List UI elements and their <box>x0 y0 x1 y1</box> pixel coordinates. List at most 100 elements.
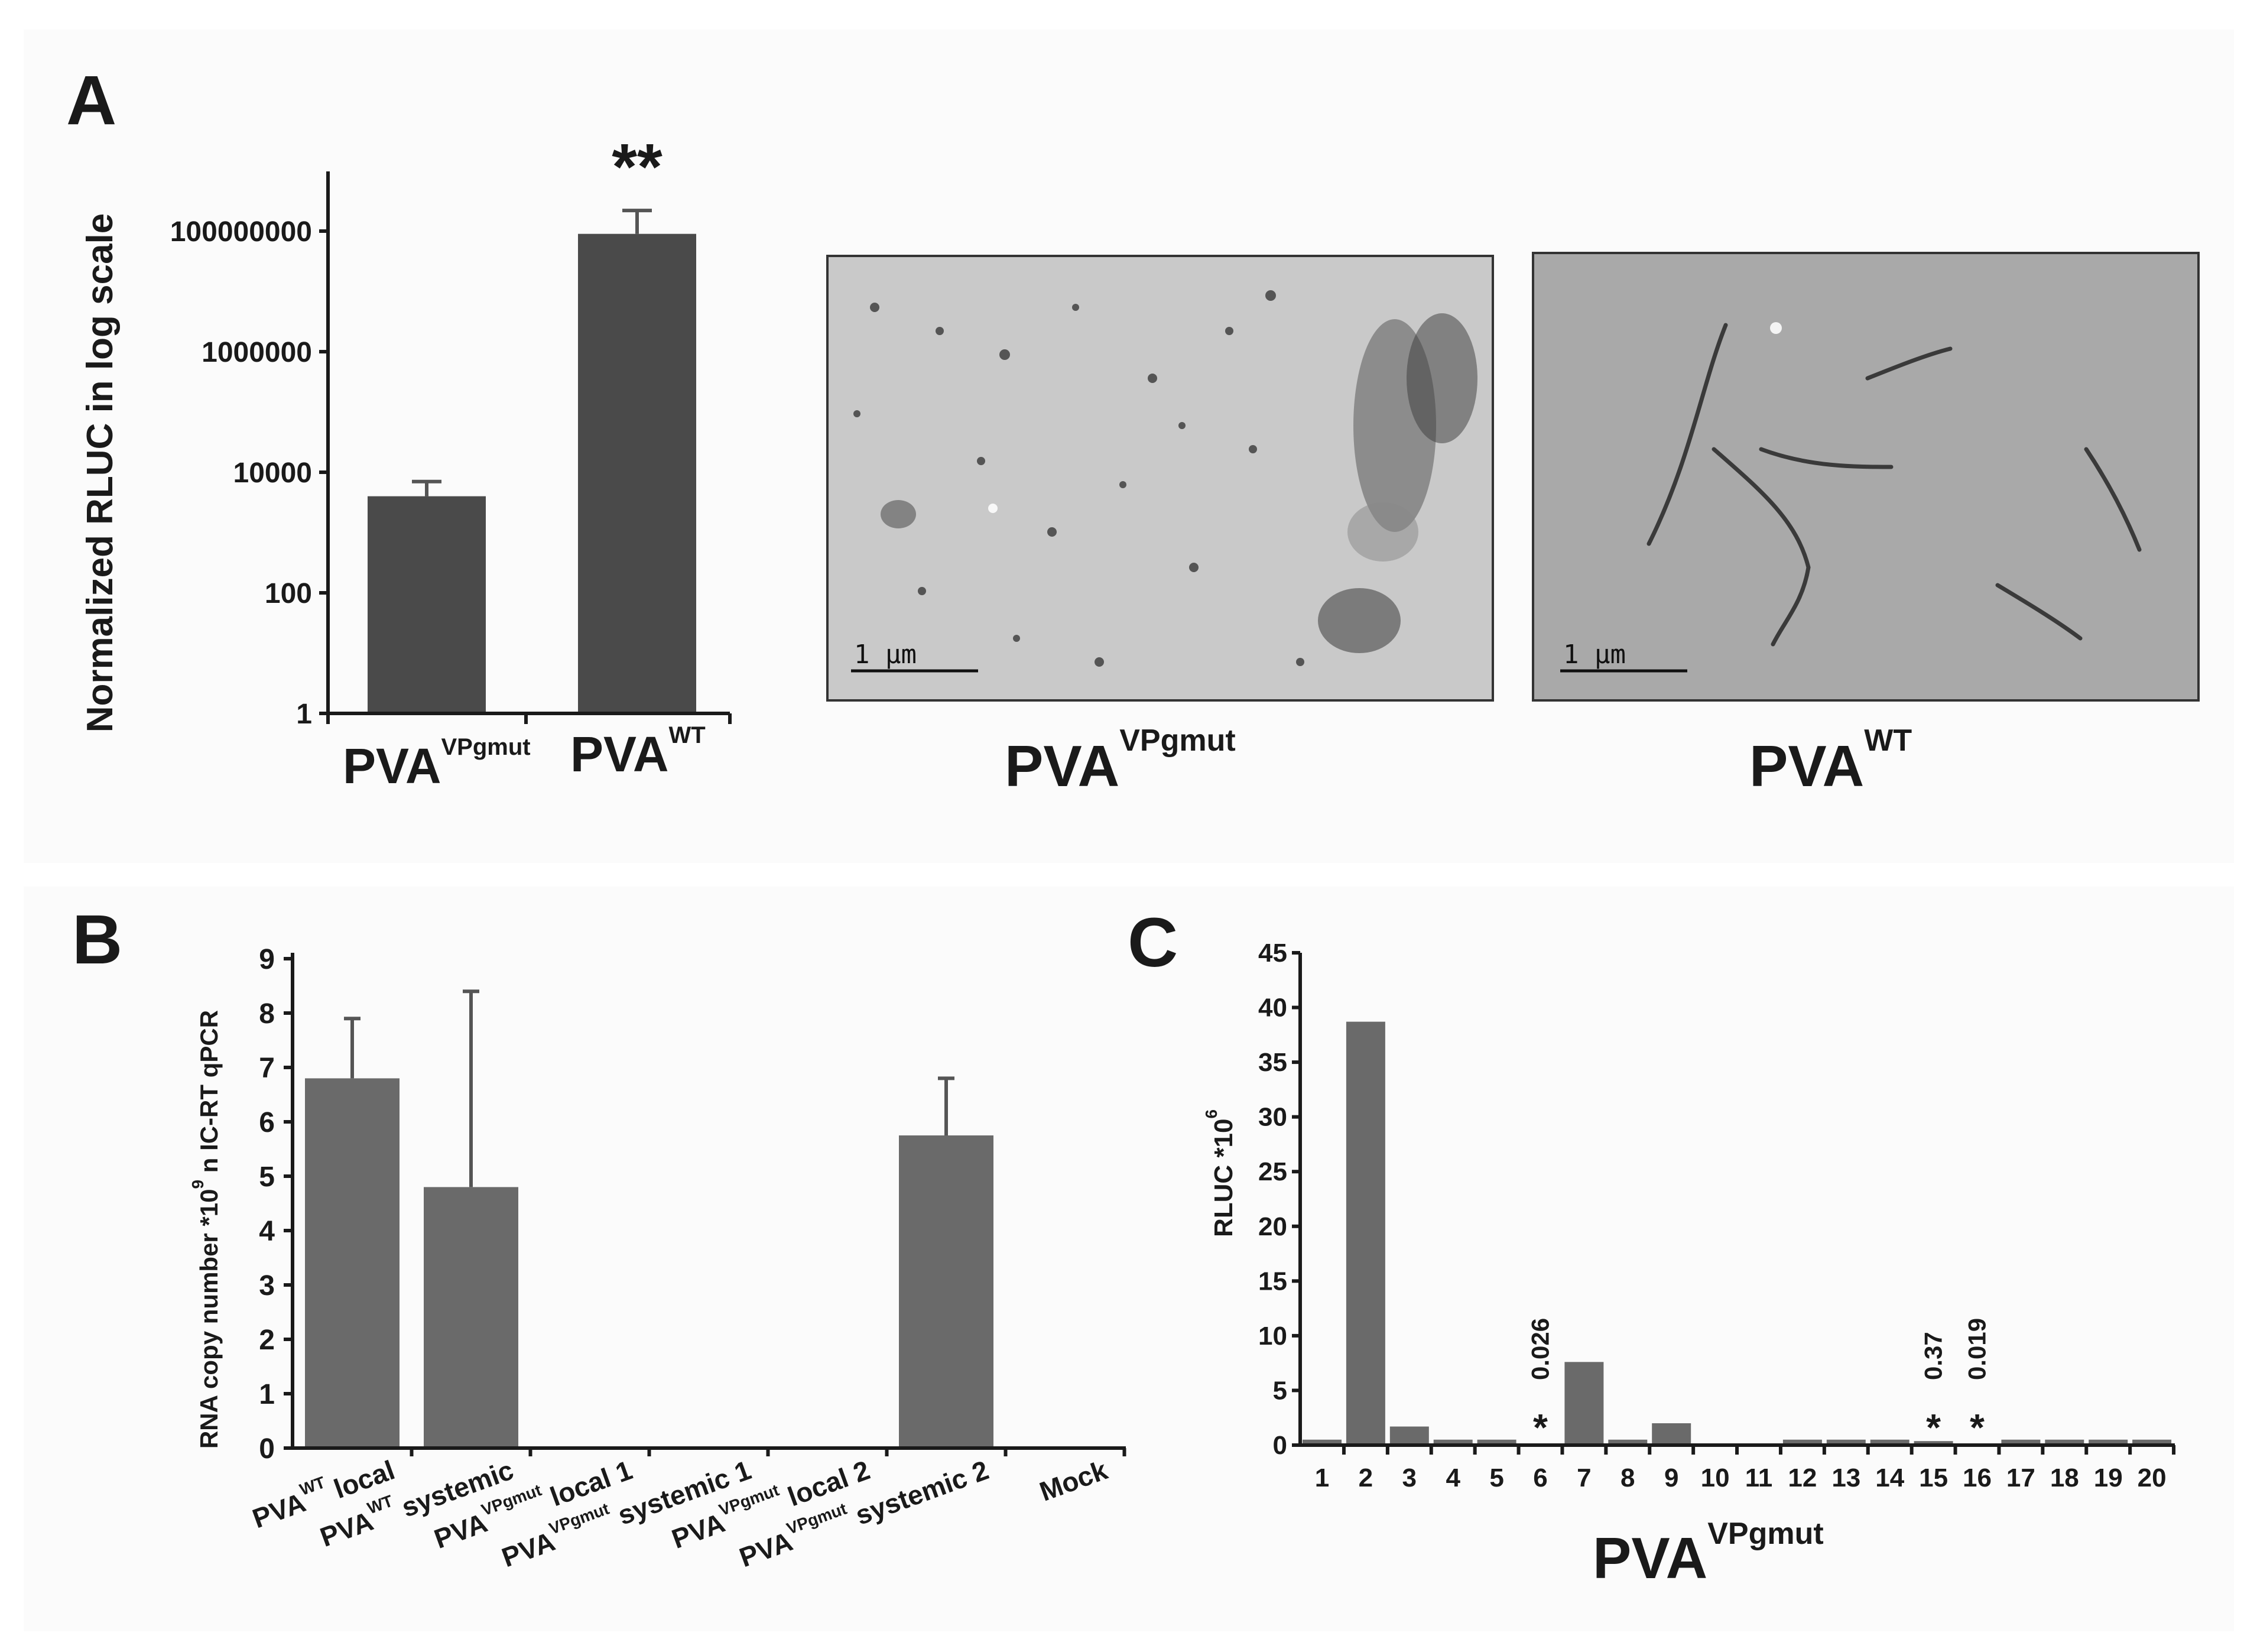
micrograph-wt-scale-label: 1 μm <box>1563 640 1626 670</box>
chart-a-significance-label: ** <box>612 131 663 203</box>
micrograph-wt: 1 μm <box>1532 252 2200 702</box>
micrograph-vpgmut-particles <box>853 290 1477 667</box>
chart-b-y-tick-label: 0 <box>259 1433 275 1465</box>
micrograph-wt-image <box>1532 252 2200 702</box>
panel-letter-c: C <box>1128 904 1178 982</box>
chart-b-y-tick-label: 9 <box>259 944 275 975</box>
chart-b-y-axis-title: RNA copy number *109 n IC-RT qPCR <box>189 1010 223 1449</box>
chart-c-category-label: 16 <box>1963 1463 1992 1492</box>
chart-c-annotation-star: * <box>1970 1406 1985 1449</box>
chart-b-y-tick-label: 7 <box>259 1053 275 1084</box>
chart-b-bar <box>305 1078 400 1448</box>
chart-c-annotations: * 0.026 * 0.37 * 0.019 <box>1527 1318 1991 1449</box>
chart-c-category-label: 2 <box>1359 1463 1373 1492</box>
micrograph-wt-caption: PVAWT <box>1749 723 1912 799</box>
chart-b-error-bar <box>344 1017 361 1079</box>
chart-c-y-tick-label: 15 <box>1258 1267 1287 1296</box>
chart-c-bar <box>1652 1423 1691 1445</box>
chart-b-y-tick-label: 2 <box>259 1325 275 1356</box>
chart-a-y-tick-label: 100000000 <box>170 216 312 248</box>
chart-c-annotation-value: 0.019 <box>1963 1318 1991 1380</box>
chart-b-bar <box>424 1187 518 1448</box>
chart-b-error-bar <box>938 1076 954 1135</box>
chart-a-category-1-label: PVAVPgmut <box>343 734 531 794</box>
chart-c-category-label: 3 <box>1402 1463 1417 1492</box>
chart-c-category-label: 5 <box>1489 1463 1503 1492</box>
chart-c-y-tick-label: 5 <box>1273 1376 1287 1405</box>
chart-c-category-label: 17 <box>2006 1463 2035 1492</box>
chart-c-y-tick-label: 20 <box>1258 1212 1287 1241</box>
chart-c-x-labels: 1 2 3 4 5 6 7 8 9 10 11 12 13 14 15 16 17 18 19 20 <box>1315 1463 2167 1492</box>
chart-c-category-label: 7 <box>1577 1463 1591 1492</box>
micrograph-wt-artifact <box>1770 322 1782 334</box>
chart-c-bar <box>1433 1439 1473 1445</box>
chart-a-category-2-label: PVAWT <box>570 722 706 782</box>
chart-c-bar <box>1914 1441 1953 1445</box>
chart-c-bar <box>2001 1439 2041 1445</box>
chart-a-bars <box>368 209 696 714</box>
chart-c-category-label: 20 <box>2138 1463 2167 1492</box>
micrograph-vpgmut-caption: PVAVPgmut <box>1005 723 1236 799</box>
micrograph-vpgmut: 1 μm <box>826 255 1494 702</box>
chart-c-y-tick-label: 35 <box>1258 1048 1287 1077</box>
chart-c-category-label: 8 <box>1621 1463 1635 1492</box>
chart-a-error-bar <box>412 479 441 496</box>
chart-c-category-label: 14 <box>1875 1463 1904 1492</box>
chart-c-category-label: 1 <box>1315 1463 1329 1492</box>
chart-c-bar <box>1608 1439 1648 1445</box>
chart-b-y-tick-label: 1 <box>259 1379 275 1410</box>
chart-b-y-tick-label: 8 <box>259 998 275 1030</box>
chart-a-bar <box>578 233 696 714</box>
chart-c-category-label: 15 <box>1919 1463 1948 1492</box>
chart-a-x-ticks <box>326 713 732 724</box>
chart-c-bar <box>1346 1021 1385 1445</box>
chart-c-y-tick-label: 30 <box>1258 1103 1287 1132</box>
chart-c-bar <box>1782 1439 1822 1445</box>
chart-c-bar <box>2045 1439 2084 1445</box>
chart-c-category-label: 13 <box>1831 1463 1860 1492</box>
chart-b-y-tick-label: 3 <box>259 1270 275 1302</box>
chart-b-error-bar <box>463 989 479 1187</box>
chart-c-y-tick-label: 25 <box>1258 1157 1287 1186</box>
chart-c-y-axis-title: RLUC *106 <box>1202 1109 1238 1237</box>
chart-b-axes <box>291 953 1126 1450</box>
chart-a-y-tick-label: 100 <box>265 578 312 609</box>
chart-b-y-tick-label: 6 <box>259 1107 275 1138</box>
chart-c-axes <box>1298 953 2175 1447</box>
chart-c-bar <box>1303 1439 1342 1445</box>
chart-b-bars <box>305 989 1126 1456</box>
chart-b-y-tick-label: 4 <box>259 1216 275 1247</box>
chart-c-annotation-value: 0.026 <box>1527 1318 1554 1380</box>
chart-c-annotation-value: 0.37 <box>1920 1332 1947 1380</box>
chart-c-bar <box>2132 1439 2172 1445</box>
chart-c-y-tick-label: 40 <box>1258 994 1287 1023</box>
chart-c-category-label: 18 <box>2050 1463 2079 1492</box>
chart-c-y-tick-label: 0 <box>1273 1431 1287 1460</box>
chart-a-y-tick-label: 1000000 <box>202 337 312 368</box>
chart-c-bar <box>1826 1439 1866 1445</box>
chart-c-annotation-star: * <box>1533 1406 1548 1449</box>
micrograph-wt-virions <box>1647 323 2142 647</box>
chart-c-category-label: 19 <box>2094 1463 2123 1492</box>
micrograph-vpgmut-scale-label: 1 μm <box>854 640 917 670</box>
chart-c-category-label: 9 <box>1664 1463 1678 1492</box>
chart-c-category-label: 11 <box>1745 1463 1773 1492</box>
chart-a-y-tick-label: 1 <box>296 699 312 730</box>
chart-c-bar <box>2089 1439 2128 1445</box>
chart-c-bars <box>1303 1021 2176 1455</box>
chart-c-y-tick-label: 45 <box>1258 939 1287 968</box>
chart-a-y-ticks: 1 100 10000 1000000 100000000 <box>170 216 328 730</box>
chart-c-x-axis-title: PVAVPgmut <box>1593 1517 1824 1591</box>
chart-a: Normalized RLUC in log scale 1 100 10000 10… <box>80 131 732 794</box>
chart-c-category-label: 10 <box>1701 1463 1730 1492</box>
panel-letter-a: A <box>66 61 116 139</box>
chart-c-bar <box>1389 1426 1429 1445</box>
chart-c-y-tick-label: 10 <box>1258 1322 1287 1351</box>
chart-c-bar <box>1870 1439 1909 1445</box>
chart-a-y-axis-title: Normalized RLUC in log scale <box>80 213 121 733</box>
chart-c-category-label: 4 <box>1446 1463 1460 1492</box>
chart-a-bar <box>368 496 486 713</box>
chart-c-bar <box>1564 1362 1604 1445</box>
chart-c-category-label: 6 <box>1533 1463 1547 1492</box>
